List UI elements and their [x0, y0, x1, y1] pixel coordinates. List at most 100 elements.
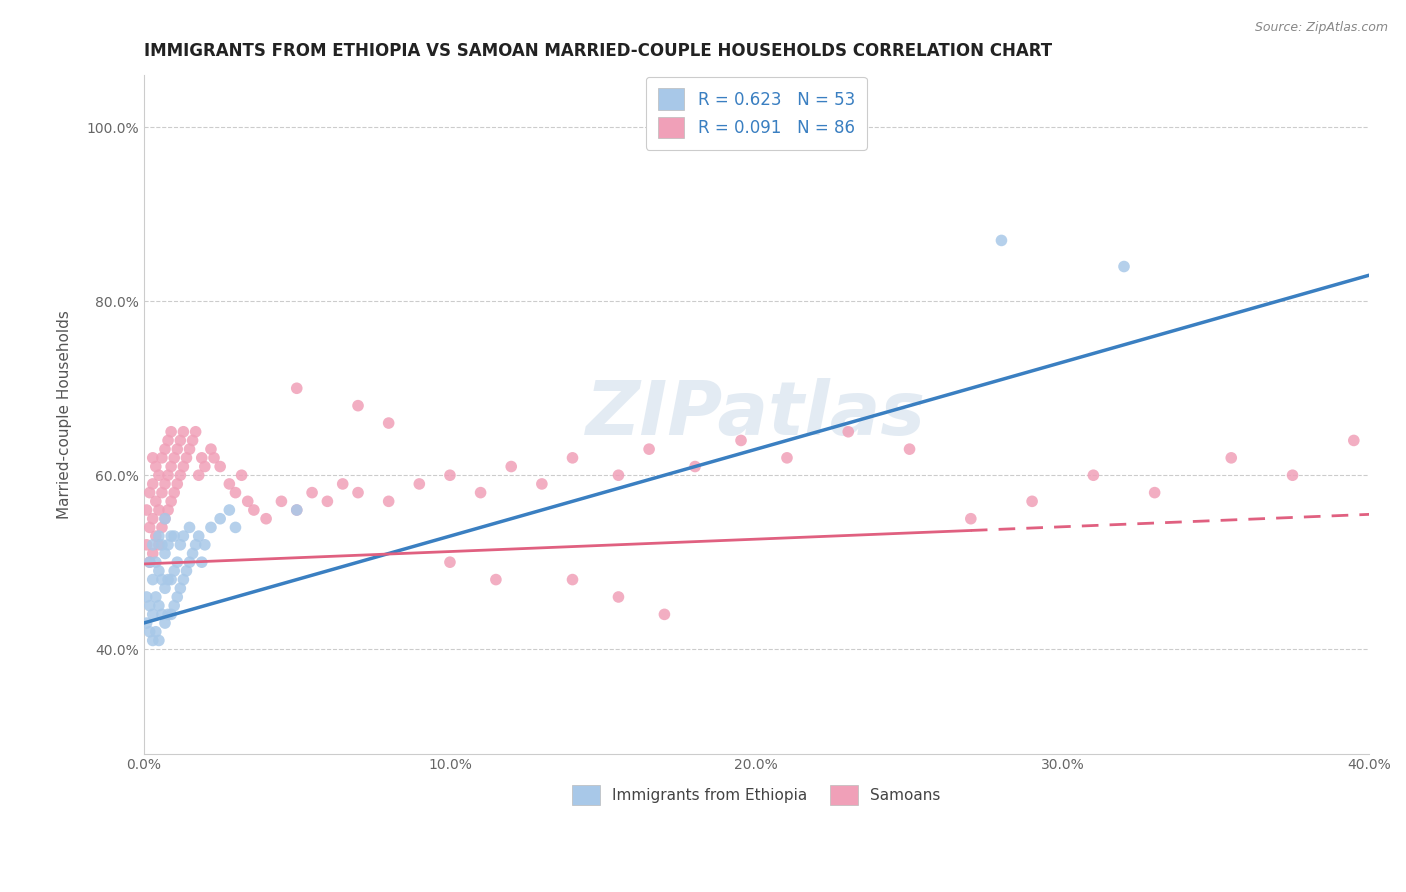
Point [285, 503, 308, 517]
Point [160, 425, 183, 439]
Legend: Immigrants from Ethiopia, Samoans: Immigrants from Ethiopia, Samoans [564, 776, 949, 814]
Point [179, 555, 201, 569]
Point [218, 503, 240, 517]
Point [179, 520, 201, 534]
Point [157, 573, 180, 587]
Point [408, 477, 430, 491]
Point [138, 555, 160, 569]
Point [160, 529, 183, 543]
Point [194, 538, 217, 552]
Point [148, 529, 170, 543]
Point [153, 442, 176, 457]
Text: Source: ZipAtlas.com: Source: ZipAtlas.com [1254, 21, 1388, 35]
Point [160, 573, 183, 587]
Point [150, 450, 173, 465]
Point [1112, 260, 1135, 274]
Point [150, 485, 173, 500]
Point [160, 459, 183, 474]
Point [176, 564, 198, 578]
Point [163, 564, 186, 578]
Point [142, 477, 165, 491]
Point [148, 538, 170, 552]
Point [285, 381, 308, 395]
Point [138, 624, 160, 639]
Y-axis label: Married-couple Households: Married-couple Households [58, 310, 72, 519]
Point [157, 434, 180, 448]
Point [200, 442, 222, 457]
Point [285, 503, 308, 517]
Point [142, 512, 165, 526]
Point [157, 607, 180, 622]
Point [166, 555, 188, 569]
Point [150, 607, 173, 622]
Point [561, 573, 583, 587]
Point [179, 442, 201, 457]
Point [145, 555, 167, 569]
Point [200, 520, 222, 534]
Point [1220, 450, 1243, 465]
Point [638, 442, 661, 457]
Point [153, 512, 176, 526]
Point [377, 494, 399, 508]
Point [1021, 494, 1043, 508]
Point [135, 538, 157, 552]
Point [561, 450, 583, 465]
Point [142, 573, 165, 587]
Point [181, 434, 204, 448]
Point [209, 512, 232, 526]
Point [157, 468, 180, 483]
Point [150, 520, 173, 534]
Point [332, 477, 354, 491]
Point [157, 503, 180, 517]
Point [145, 529, 167, 543]
Point [730, 434, 752, 448]
Point [153, 477, 176, 491]
Point [142, 633, 165, 648]
Point [169, 468, 191, 483]
Point [224, 485, 246, 500]
Point [145, 494, 167, 508]
Text: ZIPatlas: ZIPatlas [586, 378, 927, 450]
Point [439, 468, 461, 483]
Point [898, 442, 921, 457]
Point [142, 547, 165, 561]
Point [142, 538, 165, 552]
Point [166, 477, 188, 491]
Point [439, 555, 461, 569]
Point [153, 616, 176, 631]
Point [1343, 434, 1365, 448]
Point [231, 468, 253, 483]
Point [138, 520, 160, 534]
Point [135, 503, 157, 517]
Point [218, 477, 240, 491]
Point [316, 494, 339, 508]
Point [187, 529, 209, 543]
Point [153, 512, 176, 526]
Point [142, 450, 165, 465]
Point [191, 555, 214, 569]
Point [184, 538, 207, 552]
Point [187, 468, 209, 483]
Point [202, 450, 225, 465]
Point [776, 450, 799, 465]
Point [607, 468, 630, 483]
Point [150, 573, 173, 587]
Point [176, 450, 198, 465]
Point [138, 599, 160, 613]
Point [172, 425, 194, 439]
Point [301, 485, 323, 500]
Point [169, 538, 191, 552]
Point [163, 599, 186, 613]
Point [347, 485, 370, 500]
Point [157, 538, 180, 552]
Point [163, 450, 186, 465]
Point [1083, 468, 1105, 483]
Point [270, 494, 292, 508]
Point [135, 590, 157, 604]
Point [148, 633, 170, 648]
Point [135, 616, 157, 631]
Point [347, 399, 370, 413]
Point [181, 547, 204, 561]
Point [169, 434, 191, 448]
Point [485, 573, 508, 587]
